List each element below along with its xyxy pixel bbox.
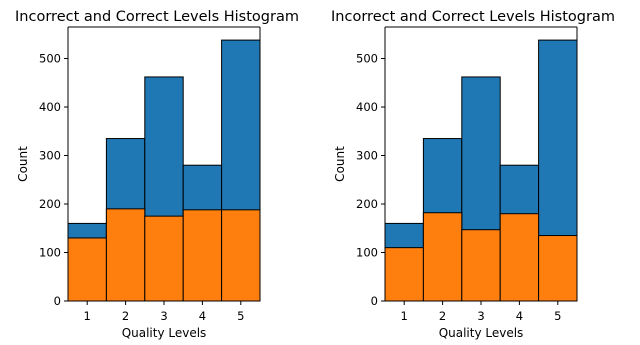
x-tick-label: 1 [401,309,408,323]
bar-5-series-2 [221,209,261,302]
y-tick-label: 400 [39,100,61,114]
chart-title: Incorrect and Correct Levels Histogram [15,9,299,25]
bar-5-series-2 [538,235,578,302]
bar-3-series-2 [144,215,184,302]
x-tick-label: 3 [477,309,484,323]
x-tick-label: 4 [516,309,523,323]
chart-panel-2: 0 100 200 300 400 500 1 2 3 4 5 Incorrect and Corre… [331,9,615,340]
x-axis-label: Quality Levels [439,326,524,340]
chart-title: Incorrect and Correct Levels Histogram [331,9,615,25]
x-tick-label: 1 [84,309,91,323]
y-tick-label: 300 [39,149,61,163]
y-tick-label: 300 [356,149,378,163]
y-tick-label: 200 [356,197,378,211]
y-axis-label: Count [16,146,30,182]
bar-3-series-2 [461,229,501,302]
y-tick-label: 500 [356,52,378,66]
bar-4-series-2 [182,209,223,302]
y-tick-label: 400 [356,100,378,114]
x-tick-label: 3 [160,309,167,323]
x-tick-label: 5 [554,309,561,323]
y-tick-label: 0 [54,294,61,308]
chart-panel-1: 0 100 200 300 400 500 1 2 3 4 5 Incorrect and Corre… [15,9,299,340]
y-tick-label: 100 [356,246,378,260]
x-tick-label: 5 [237,309,244,323]
bar-2-series-2 [422,212,463,302]
x-tick-label: 2 [122,309,129,323]
y-tick-label: 0 [371,294,378,308]
bar-1-series-2 [67,237,107,302]
series-2 [67,208,261,302]
bar-1-series-2 [384,247,424,302]
x-tick-label: 2 [439,309,446,323]
bar-4-series-2 [499,213,540,302]
x-tick-label: 4 [199,309,206,323]
y-tick-label: 200 [39,197,61,211]
x-axis-label: Quality Levels [122,326,207,340]
y-tick-label: 100 [39,246,61,260]
bar-2-series-2 [105,208,146,302]
y-tick-label: 500 [39,52,61,66]
series-2 [384,212,578,302]
y-axis-label: Count [333,146,347,182]
